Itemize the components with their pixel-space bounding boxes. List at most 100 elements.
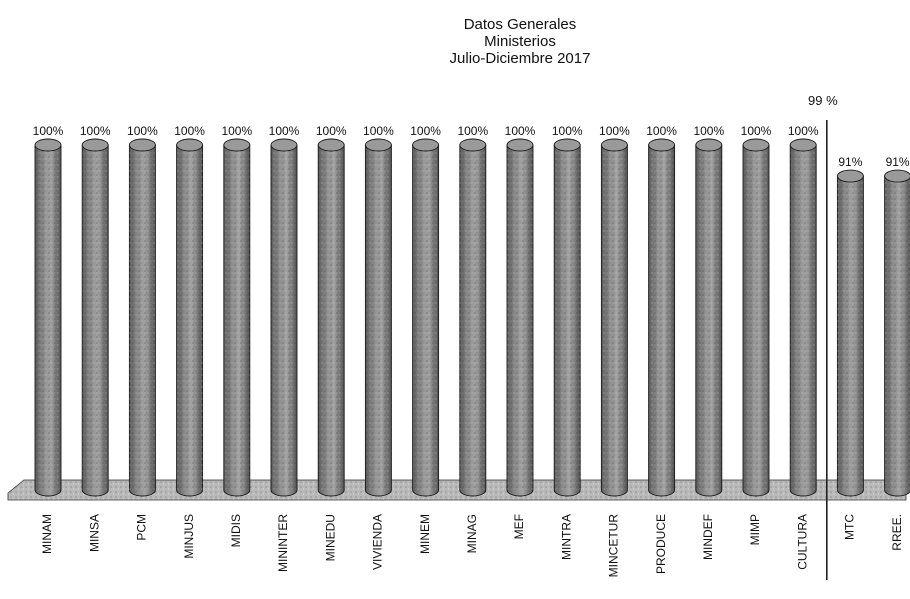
- bar-mindef: [695, 138, 723, 497]
- bar-texture: [790, 145, 817, 490]
- category-label: RREE.: [890, 514, 904, 551]
- bar-mtc: [836, 169, 864, 497]
- bar-texture: [884, 176, 910, 491]
- bar-produce: [648, 138, 676, 497]
- bar-cap: [317, 138, 345, 152]
- bar-mintra: [553, 138, 581, 497]
- bar-cap: [223, 138, 251, 152]
- bar-cultura: [789, 138, 817, 497]
- bar-texture: [648, 145, 675, 490]
- bar-cap: [600, 138, 628, 152]
- bar-midis: [223, 138, 251, 497]
- bar-cap: [695, 138, 723, 152]
- bar-cap: [34, 138, 62, 152]
- data-label: 100%: [80, 124, 111, 138]
- data-label: 100%: [174, 124, 205, 138]
- bar-texture: [318, 145, 345, 490]
- chart-title: Datos Generales: [463, 16, 577, 33]
- category-label: VIVIENDA: [371, 514, 385, 570]
- bar-texture: [82, 145, 109, 490]
- category-label: CULTURA: [795, 514, 809, 570]
- bar-cap: [81, 138, 109, 152]
- data-label: 100%: [363, 124, 394, 138]
- data-label: 91%: [886, 155, 910, 169]
- data-label: 100%: [457, 124, 488, 138]
- category-label: MINSA: [87, 514, 101, 552]
- bar-cap: [553, 138, 581, 152]
- bar-cap: [648, 138, 676, 152]
- bar-texture: [365, 145, 392, 490]
- bar-texture: [695, 145, 722, 490]
- bar-texture: [459, 145, 486, 490]
- category-label: MINEM: [418, 514, 432, 554]
- bar-mimp: [742, 138, 770, 497]
- bar-texture: [412, 145, 439, 490]
- bar-minam: [34, 138, 62, 497]
- bar-texture: [743, 145, 769, 490]
- category-label: MININTER: [276, 514, 290, 572]
- bar-texture: [35, 145, 61, 490]
- bar-mef: [506, 138, 534, 497]
- category-label: PRODUCE: [654, 514, 668, 574]
- bar-texture: [223, 145, 250, 490]
- data-label: 100%: [33, 124, 64, 138]
- bar-minem: [412, 138, 440, 497]
- category-label: MIDIS: [229, 514, 243, 547]
- bar-cap: [789, 138, 817, 152]
- data-label: 100%: [646, 124, 677, 138]
- category-label: MINCETUR: [607, 514, 621, 578]
- category-label: MINAG: [465, 514, 479, 553]
- bar-texture: [129, 145, 156, 490]
- data-label: 91%: [838, 155, 862, 169]
- bar-minag: [459, 138, 487, 497]
- chart-period: Julio-Diciembre 2017: [449, 50, 591, 67]
- bar-cap: [128, 138, 156, 152]
- data-label: 100%: [410, 124, 441, 138]
- data-label: 100%: [221, 124, 252, 138]
- category-label: PCM: [135, 514, 149, 541]
- bar-mininter: [270, 138, 298, 497]
- bar-mincetur: [600, 138, 628, 497]
- category-label: MTC: [843, 514, 857, 540]
- bar-cap: [176, 138, 204, 152]
- data-label: 100%: [127, 124, 158, 138]
- data-label: 100%: [741, 124, 772, 138]
- data-label: 100%: [693, 124, 724, 138]
- category-label: MINJUS: [182, 514, 196, 559]
- bar-cap: [364, 138, 392, 152]
- overall-percentage-label: 99 %: [808, 93, 838, 108]
- data-label: 100%: [599, 124, 630, 138]
- category-label: MINDEF: [701, 514, 715, 560]
- category-label: MINTRA: [559, 514, 573, 560]
- bar-texture: [601, 145, 628, 490]
- bar-rree: [884, 169, 910, 497]
- category-label: MINEDU: [323, 514, 337, 561]
- bar-cap: [270, 138, 298, 152]
- chart-subtitle: Ministerios: [484, 33, 556, 50]
- bar-texture: [554, 145, 581, 490]
- bar-minsa: [81, 138, 109, 497]
- bar-pcm: [128, 138, 156, 497]
- category-label: MEF: [512, 514, 526, 539]
- bar-cap: [884, 169, 910, 183]
- bar-cap: [836, 169, 864, 183]
- data-label: 100%: [788, 124, 819, 138]
- bar-texture: [271, 145, 297, 490]
- category-label: MIMP: [748, 514, 762, 545]
- chart-title-block: Datos Generales Ministerios Julio-Diciem…: [380, 16, 660, 67]
- data-label: 100%: [552, 124, 583, 138]
- bar-cap: [742, 138, 770, 152]
- bar-cap: [459, 138, 487, 152]
- data-label: 100%: [316, 124, 347, 138]
- bar-texture: [176, 145, 203, 490]
- data-label: 100%: [269, 124, 300, 138]
- bar-cap: [506, 138, 534, 152]
- data-label: 100%: [505, 124, 536, 138]
- bar-cap: [412, 138, 440, 152]
- category-label: MINAM: [40, 514, 54, 554]
- bar-minedu: [317, 138, 345, 497]
- bar-minjus: [176, 138, 204, 497]
- bar-texture: [837, 176, 864, 491]
- bar-texture: [507, 145, 533, 490]
